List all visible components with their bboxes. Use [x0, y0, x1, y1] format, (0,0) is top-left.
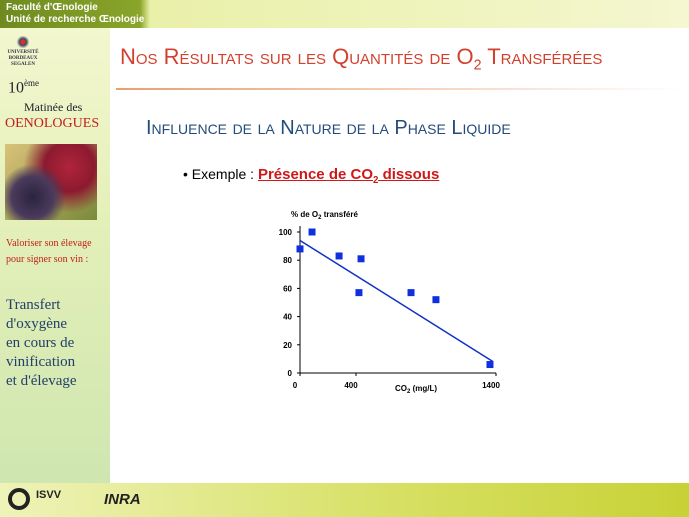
x-label-part: CO: [395, 384, 407, 393]
point: [308, 228, 316, 236]
title-sub: 2: [473, 57, 482, 74]
university-line: BORDEAUX: [8, 56, 38, 61]
y-label-part: transféré: [321, 210, 358, 219]
topic: Transfert d'oxygène en cours de vinifica…: [6, 296, 77, 391]
point: [355, 289, 363, 297]
y-tick-label: 100: [279, 228, 293, 237]
event-name: OENOLOGUES: [5, 116, 100, 131]
edition-suffix: ème: [24, 78, 39, 88]
faculty: Faculté d'Œnologie: [6, 2, 98, 13]
title-rule: [116, 88, 684, 90]
point: [486, 361, 494, 369]
example-part: Présence de CO: [257, 166, 373, 183]
isvv-icon: [8, 488, 30, 510]
y-tick-label: 80: [283, 256, 292, 265]
example: Présence de CO2 dissous: [257, 166, 440, 186]
trend-line: [299, 239, 494, 363]
edition-number: 10: [8, 79, 24, 97]
topic-line: vinification: [6, 354, 76, 370]
point: [432, 296, 440, 304]
y-label-part: % de O: [291, 210, 318, 219]
edition: 10ème: [8, 78, 39, 97]
point: [407, 289, 415, 297]
example-sub: 2: [373, 175, 379, 186]
university-line: UNIVERSITÉ: [7, 50, 39, 55]
topic-line: en cours de: [6, 335, 75, 351]
x-axis-label: CO2 (mg/L): [395, 384, 437, 395]
slide-title: Nos Résultats sur les Quantités de O2 Tr…: [120, 44, 602, 73]
topic-line: et d'élevage: [6, 373, 77, 389]
sidebar: [0, 28, 110, 483]
title-part: Nos Résultats sur les Quantités de O: [120, 44, 474, 69]
unit: Unité de recherche Œnologie: [6, 14, 145, 25]
point: [296, 245, 304, 253]
y-tick-label: 20: [283, 341, 292, 350]
topic-line: Transfert: [6, 297, 61, 313]
university-line: SEGALEN: [11, 62, 35, 67]
x-tick-label: 1400: [482, 381, 500, 390]
y-tick-label: 0: [288, 369, 293, 378]
y-tick-label: 40: [283, 313, 292, 322]
point: [335, 252, 343, 260]
bullet: • Exemple : Présence de CO2 dissous: [183, 166, 439, 186]
inra-logo: INRA: [104, 491, 141, 508]
tagline-line: Valoriser son élevage: [6, 238, 92, 249]
x-tick-label: 0: [293, 381, 298, 390]
title-part: Transférées: [481, 44, 603, 69]
event: Matinée des: [24, 100, 83, 114]
tagline: Valoriser son élevage pour signer son vi…: [6, 236, 92, 268]
photo: [5, 144, 97, 220]
y-tick-label: 60: [283, 284, 292, 293]
top-bar: [0, 0, 689, 28]
x-label-sub: 2: [407, 389, 411, 395]
x-tick-label: 400: [344, 381, 358, 390]
isvv-logo: ISVV: [36, 489, 62, 501]
y-axis-label: % de O2 transféré: [291, 210, 358, 221]
point: [357, 255, 365, 263]
topic-line: d'oxygène: [6, 316, 68, 332]
slide-subtitle: Influence de la Nature de la Phase Liqui…: [146, 117, 511, 139]
x-label-part: (mg/L): [410, 384, 437, 393]
bullet-label: • Exemple :: [183, 166, 255, 182]
example-part: dissous: [378, 166, 440, 183]
tagline-line: pour signer son vin :: [6, 254, 89, 265]
footer: [0, 483, 689, 517]
y-label-sub: 2: [318, 215, 322, 221]
university-logo: UNIVERSITÉ BORDEAUX SEGALEN: [4, 36, 42, 68]
